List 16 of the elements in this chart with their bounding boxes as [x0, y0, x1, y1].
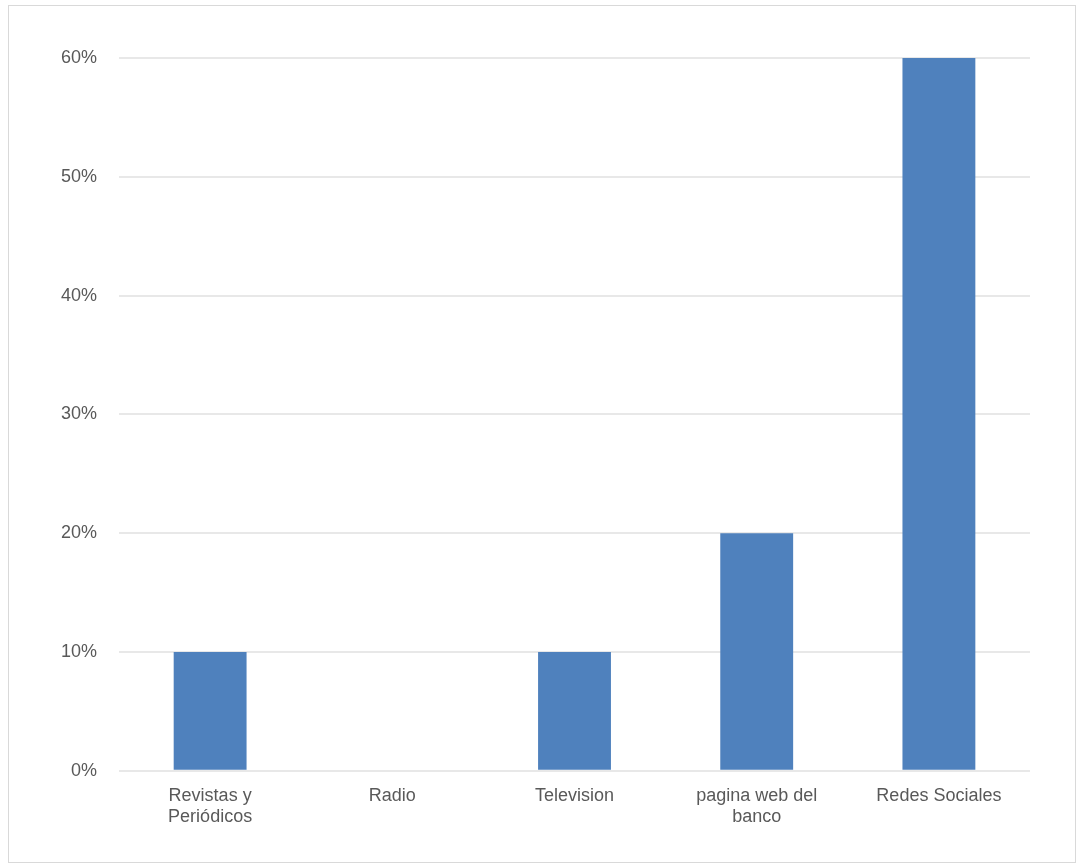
y-tick-label: 30%	[61, 403, 98, 424]
y-tick-label: 50%	[61, 165, 98, 186]
y-tick-label: 60%	[61, 46, 98, 67]
bar	[538, 652, 611, 770]
y-tick-label: 40%	[61, 284, 98, 305]
x-tick-label: Redes Sociales	[876, 784, 1002, 805]
x-tick-label: Radio	[368, 784, 416, 805]
bar	[173, 652, 247, 770]
y-tick-label: 20%	[61, 522, 98, 543]
bar	[902, 58, 976, 770]
x-tick-label: pagina web del banco	[696, 784, 818, 827]
x-tick-label: Television	[534, 784, 615, 805]
x-tick-label: Revistas y Periódicos	[168, 784, 253, 827]
y-tick-label: 10%	[61, 640, 98, 661]
y-tick-label: 0%	[71, 759, 98, 780]
bar	[720, 533, 794, 770]
